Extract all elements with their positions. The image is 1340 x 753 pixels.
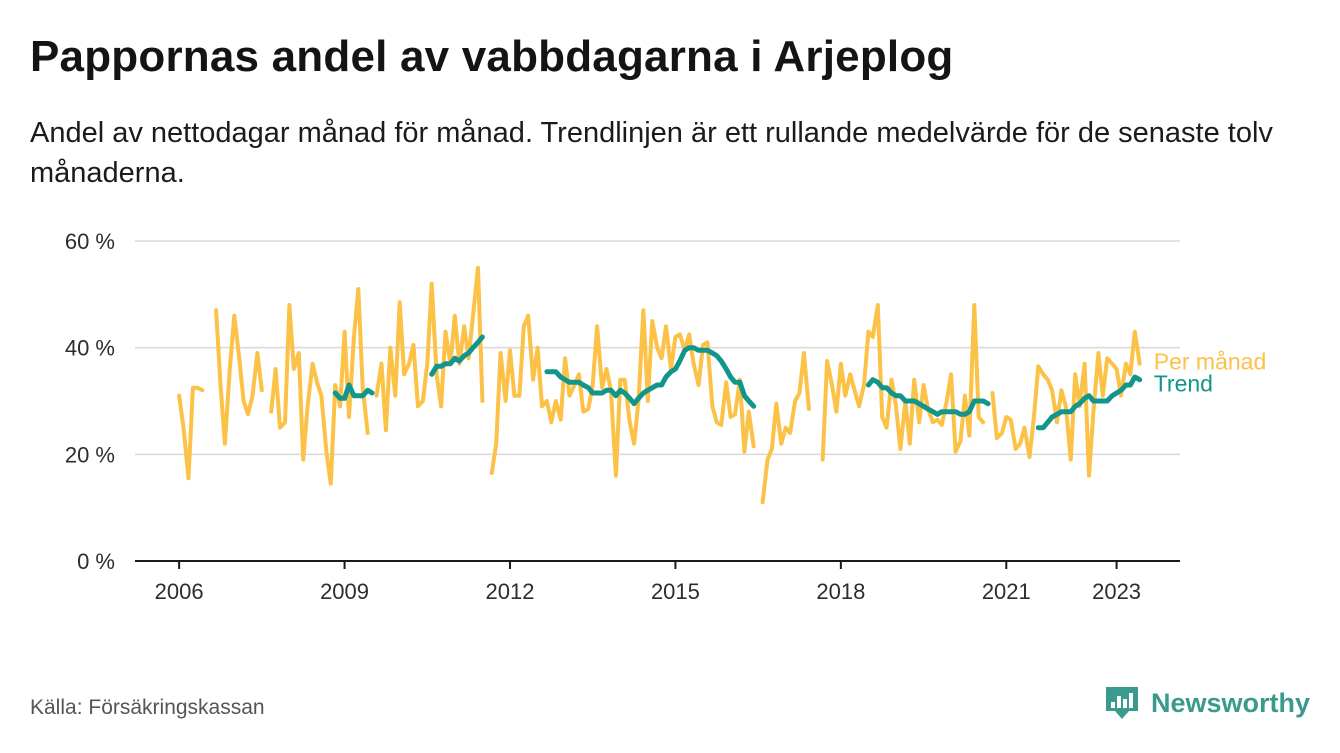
x-tick-label: 2015 [651, 579, 700, 604]
x-tick-label: 2018 [816, 579, 865, 604]
y-axis: 0 % 20 % 40 % 60 % [65, 229, 115, 574]
series-label-trend: Trend [1154, 371, 1213, 397]
series-line-trend [332, 334, 1143, 431]
y-tick-label: 20 % [65, 442, 115, 467]
source-note: Källa: Försäkringskassan [30, 696, 265, 719]
x-tick-label: 2009 [320, 579, 369, 604]
x-tick-label: 2012 [486, 579, 535, 604]
y-tick-label: 60 % [65, 229, 115, 254]
newsworthy-logo-icon [1106, 687, 1138, 719]
x-tick-label: 2021 [982, 579, 1031, 604]
series-line-per-manad [177, 265, 1142, 505]
x-axis: 2006 2009 2012 2015 2018 2021 2023 [155, 561, 1141, 604]
chart-subtitle: Andel av nettodagar månad för månad. Tre… [30, 117, 1273, 189]
x-tick-label: 2006 [155, 579, 204, 604]
brand-logo[interactable]: Newsworthy [1103, 684, 1310, 722]
brand-name: Newsworthy [1151, 687, 1311, 718]
x-tick-label: 2023 [1092, 579, 1141, 604]
y-tick-label: 0 % [77, 549, 115, 574]
y-tick-label: 40 % [65, 336, 115, 361]
series-lines [177, 265, 1143, 505]
series-label-per-manad: Per månad [1154, 349, 1267, 375]
chart-title: Pappornas andel av vabbdagarna i Arjeplo… [30, 32, 954, 81]
